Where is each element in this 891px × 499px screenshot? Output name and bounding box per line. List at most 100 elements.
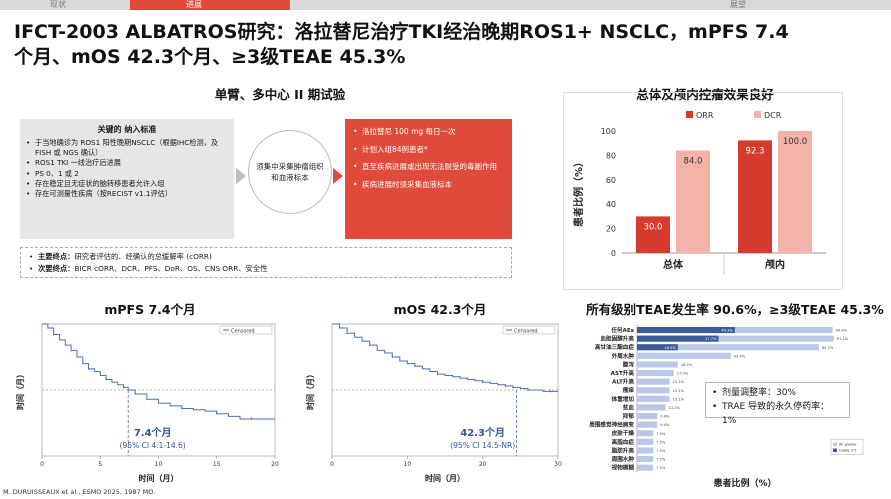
category-label: 颅内 — [765, 258, 785, 271]
inclusion-item: 存在可测量性疾病（按RECIST v1.1评估） — [26, 189, 228, 199]
bar-value-label: 7.5% — [656, 432, 666, 436]
category-label: 任何AEs — [610, 326, 634, 334]
median-value-label: 42.3个月 — [460, 426, 505, 439]
x-axis-label: 时间（月） — [139, 473, 179, 483]
sample-collection-circle: 须集中采集肿瘤组织和血液标本 — [248, 130, 332, 214]
tab-current-label: 现状 — [50, 0, 66, 9]
treatment-list: 洛拉替尼 100 mg 每日一次 计划入组84例患者* 直至疾病进展或出现无法耐… — [353, 127, 504, 190]
bar-all-grades — [637, 421, 658, 428]
bar-all-grades — [637, 327, 833, 334]
category-label: AST升高 — [611, 369, 635, 377]
legend-box — [219, 325, 273, 335]
y-axis-label: 时间（月） — [305, 370, 315, 410]
legend-label: Grade 3-5 — [839, 449, 857, 453]
tab-current[interactable]: 现状 — [0, 0, 130, 10]
bar-value-label: 7.5% — [656, 449, 666, 453]
inclusion-item: 于当地确诊为 ROS1 阳性晚期NSCLC（根据IHC检测，及 FISH 或 N… — [26, 138, 228, 158]
category-label: 总体 — [663, 258, 684, 271]
y-axis-label: 患者比例（%） — [572, 157, 585, 227]
legend-label: All grades — [839, 443, 857, 447]
bar-value-label: 30.0 — [644, 222, 663, 232]
teae-notes-box: 剂量调整率：30% TRAE 导致的永久停药率：1% — [705, 382, 850, 426]
title-line-2: 个月、mOS 42.3个月、≥3级TEAE 45.3% — [14, 46, 406, 68]
bar-grade-3-5 — [637, 344, 678, 351]
title-line-1: IFCT-2003 ALBATROS研究：洛拉替尼治疗TKI经治晚期ROS1+ … — [14, 21, 789, 43]
x-tick-label: 15 — [213, 461, 221, 468]
bar-all-grades — [637, 438, 654, 445]
category-label: 瘙痒 — [622, 386, 635, 394]
x-tick-label: 0 — [330, 461, 334, 468]
bar-all-grades — [637, 430, 654, 437]
bar-inner-label: 37.7% — [705, 337, 717, 341]
primary-endpoint-label: 主要终点： — [38, 252, 75, 261]
x-tick-label: 30 — [554, 461, 562, 468]
pfs-km-chart: Censored 0 5 10 15 20 时间（月） 时间（月） 7.4个月 (95% CI 4… — [15, 323, 279, 483]
slide-title: IFCT-2003 ALBATROS研究：洛拉替尼治疗TKI经治晚期ROS1+ … — [14, 20, 874, 70]
bar-all-grades — [637, 361, 678, 368]
inclusion-list: 于当地确诊为 ROS1 阳性晚期NSCLC（根据IHC检测，及 FISH 或 N… — [26, 138, 228, 199]
bar-all-grades — [637, 335, 834, 342]
y-tick-label: 40 — [606, 200, 616, 209]
x-tick-label: 20 — [479, 461, 487, 468]
category-label: 高脂血症 — [612, 438, 635, 446]
response-title: 总体及颅内控瘤效果良好 — [636, 87, 774, 102]
inclusion-item: 存在稳定且无症状的脑转移患者允许入组 — [26, 179, 228, 189]
median-ci-label: (95% CI 14.5-NR) — [450, 441, 515, 450]
bar — [738, 140, 772, 253]
category-label: 周围感觉神经病变 — [589, 421, 634, 429]
legend-label: ORR — [696, 111, 714, 120]
bar-value-label: 90.6% — [836, 329, 848, 333]
bar-value-label: 15.1% — [673, 397, 685, 401]
y-tick-label: 100 — [601, 127, 616, 136]
bar-value-label: 43.4% — [734, 354, 746, 358]
category-label: 高甘油三酯血症 — [595, 343, 635, 351]
sample-collection-text: 须集中采集肿瘤组织和血液标本 — [256, 162, 324, 182]
x-axis-label: 患者比例（%） — [713, 477, 776, 489]
response-bar-chart: ORR DCR 0 20 40 60 80 100 患者比例（%） 30.0 84.0 总体 92.3 1… — [572, 111, 826, 275]
bar-value-label: 84.2% — [822, 346, 834, 350]
bar-all-grades — [637, 447, 654, 454]
response-chart-frame: ORR DCR 0 20 40 60 80 100 患者比例（%） 30.0 84.0 总体 92.3 1… — [563, 92, 843, 290]
category-label: 周围水肿 — [612, 455, 635, 463]
bar-value-label: 17.0% — [677, 372, 689, 376]
bar — [676, 150, 710, 253]
category-label: 外周水肿 — [611, 352, 635, 360]
bar-all-grades — [637, 404, 666, 411]
bar-value-label: 7.5% — [656, 466, 666, 470]
category-label: 抑郁 — [623, 412, 635, 420]
median-value-label: 7.4个月 — [134, 426, 172, 439]
x-tick-label: 5 — [98, 461, 102, 468]
bar-all-grades — [637, 352, 731, 359]
arrow-right-icon — [333, 168, 343, 184]
bar-value-label: 91.1% — [837, 337, 849, 341]
bar-value-label: 100.0 — [783, 137, 807, 147]
tab-outlook-label: 展望 — [730, 0, 746, 9]
category-label: 皮肤干燥 — [611, 429, 635, 437]
survival-curve — [42, 323, 275, 420]
bar — [636, 216, 670, 253]
x-tick-label: 10 — [155, 461, 163, 468]
median-ci-label: (95% CI 4.1-14.6) — [120, 441, 186, 450]
legend-swatch — [833, 448, 837, 453]
bar-grade-3-5 — [637, 335, 719, 342]
y-axis-label: 时间（月） — [15, 370, 25, 410]
bar-value-label: 9.4% — [660, 415, 670, 419]
bar-value-label: 7.5% — [656, 458, 666, 462]
treatment-item: 直至疾病进展或出现无法耐受的毒副作用 — [353, 162, 504, 173]
legend-box — [502, 325, 556, 335]
tab-progress[interactable]: 进展 — [130, 0, 290, 10]
legend-swatch — [833, 442, 837, 447]
y-tick-label: 60 — [606, 176, 616, 185]
category-label: 贫血 — [623, 403, 635, 411]
bar-value-label: 7.5% — [656, 440, 666, 444]
tab-outlook[interactable]: 展望 — [290, 0, 891, 10]
treatment-item: 计划入组84例患者* — [353, 145, 504, 156]
bar-value-label: 15.1% — [673, 389, 685, 393]
bar-grade-3-5 — [637, 327, 735, 334]
section-tabbar: 现状 进展 展望 — [0, 0, 891, 10]
legend-swatch — [754, 111, 761, 118]
bar-all-grades — [637, 456, 654, 463]
bar-all-grades — [637, 344, 819, 351]
bar-value-label: 13.2% — [669, 406, 681, 410]
treatment-item: 疾病进展时须采集血液标本 — [353, 180, 504, 191]
